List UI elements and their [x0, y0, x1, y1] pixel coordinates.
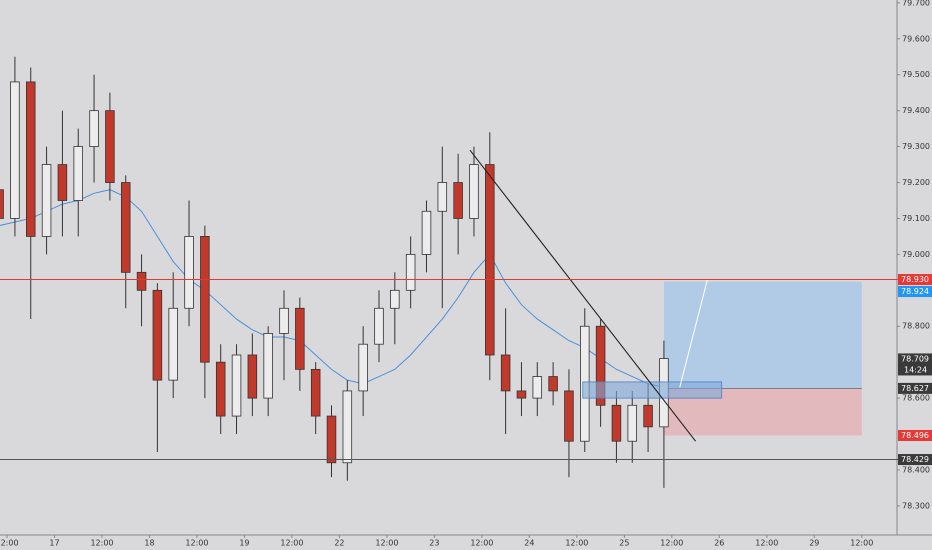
x-tick-label: 24: [524, 539, 534, 548]
trendline: [469, 149, 697, 442]
x-tick-label: 12:00: [850, 539, 873, 548]
price-label: 78.627: [901, 384, 929, 393]
price-label-box: [898, 353, 932, 376]
candle-body: [469, 164, 479, 219]
x-tick-label: 19: [239, 539, 249, 548]
candle-body: [564, 390, 574, 442]
candle-body: [25, 81, 36, 237]
candle-body: [500, 354, 511, 392]
x-tick-label: 23: [429, 539, 439, 548]
candle-body: [453, 182, 463, 219]
price-label-box: [898, 454, 932, 466]
candle-body: [168, 307, 178, 381]
price-label: 78.709: [901, 354, 929, 363]
candle-body: [374, 307, 384, 345]
y-tick-label: 79.200: [902, 178, 930, 187]
candle-body: [611, 404, 622, 442]
target-zone: [663, 281, 862, 389]
projection-arrow: [679, 279, 708, 388]
candle-body: [41, 164, 52, 237]
price-label: 78.429: [901, 455, 929, 464]
y-tick-label: 78.300: [902, 501, 930, 510]
y-tick-label: 79.000: [902, 250, 930, 259]
candle-body: [200, 236, 210, 363]
candle-body: [152, 289, 163, 381]
candle-body: [10, 81, 20, 219]
x-tick-label: 12:00: [0, 539, 19, 548]
x-tick-label: 17: [49, 539, 59, 548]
candle-body: [405, 253, 416, 291]
candle-body: [263, 333, 273, 399]
candle-body: [184, 236, 194, 309]
candle-body: [421, 210, 432, 255]
x-tick-label: 12:00: [280, 539, 303, 548]
x-tick-label: 12:00: [90, 539, 113, 548]
candle-body: [326, 415, 337, 464]
price-label-box: [898, 274, 932, 286]
candle-body: [247, 354, 258, 399]
candle-body: [358, 343, 368, 392]
candle-body: [643, 404, 653, 428]
candle-body: [532, 376, 543, 399]
x-tick-label: 12:00: [470, 539, 493, 548]
candle-body: [390, 289, 400, 309]
plot: [0, 56, 862, 488]
y-tick-label: 79.300: [902, 142, 930, 151]
candle-body: [89, 110, 99, 147]
candle-body: [485, 164, 495, 356]
price-label: 78.924: [901, 287, 929, 296]
price-label: 78.930: [901, 275, 929, 284]
y-tick-label: 79.100: [902, 214, 930, 223]
x-tick-label: 26: [714, 539, 724, 548]
candle-body: [595, 325, 606, 406]
candle-body: [342, 390, 353, 464]
x-tick-label: 25: [619, 539, 629, 548]
price-label-box: [898, 429, 932, 441]
candle-body: [136, 271, 147, 291]
x-tick-label: 12:00: [660, 539, 683, 548]
candle-body: [548, 376, 558, 392]
x-tick-label: 12:00: [375, 539, 398, 548]
candle-body: [57, 164, 68, 201]
candle-body: [516, 390, 527, 399]
candle-body: [627, 404, 638, 442]
candle-body: [437, 182, 448, 212]
x-tick-label: 12:00: [185, 539, 208, 548]
candle-body: [120, 182, 131, 273]
candle-body: [231, 354, 242, 417]
y-tick-label: 78.400: [902, 465, 930, 474]
candle-body: [73, 146, 83, 201]
x-tick-label: 12:00: [755, 539, 778, 548]
price-label: 78.496: [901, 431, 929, 440]
price-label-box: [898, 382, 932, 394]
candle-body: [295, 307, 305, 370]
entry-zone: [582, 381, 723, 399]
x-tick-label: 29: [809, 539, 819, 548]
candle-body: [215, 361, 226, 417]
x-tick-label: 22: [334, 539, 344, 548]
y-tick-label: 79.500: [902, 70, 930, 79]
y-tick-label: 78.800: [902, 322, 930, 331]
y-tick-label: 79.400: [902, 106, 930, 115]
x-tick-label: 12:00: [565, 539, 588, 548]
candle-body: [279, 307, 289, 334]
price-label-box: [898, 286, 932, 298]
candle-body: [0, 189, 4, 219]
candle-body: [310, 368, 321, 417]
y-tick-label: 78.600: [902, 394, 930, 403]
countdown-label: 14:24: [904, 365, 927, 374]
y-tick-label: 79.700: [902, 0, 930, 7]
candle-body: [105, 110, 115, 183]
y-tick-label: 79.600: [902, 34, 930, 43]
x-tick-label: 18: [144, 539, 154, 548]
